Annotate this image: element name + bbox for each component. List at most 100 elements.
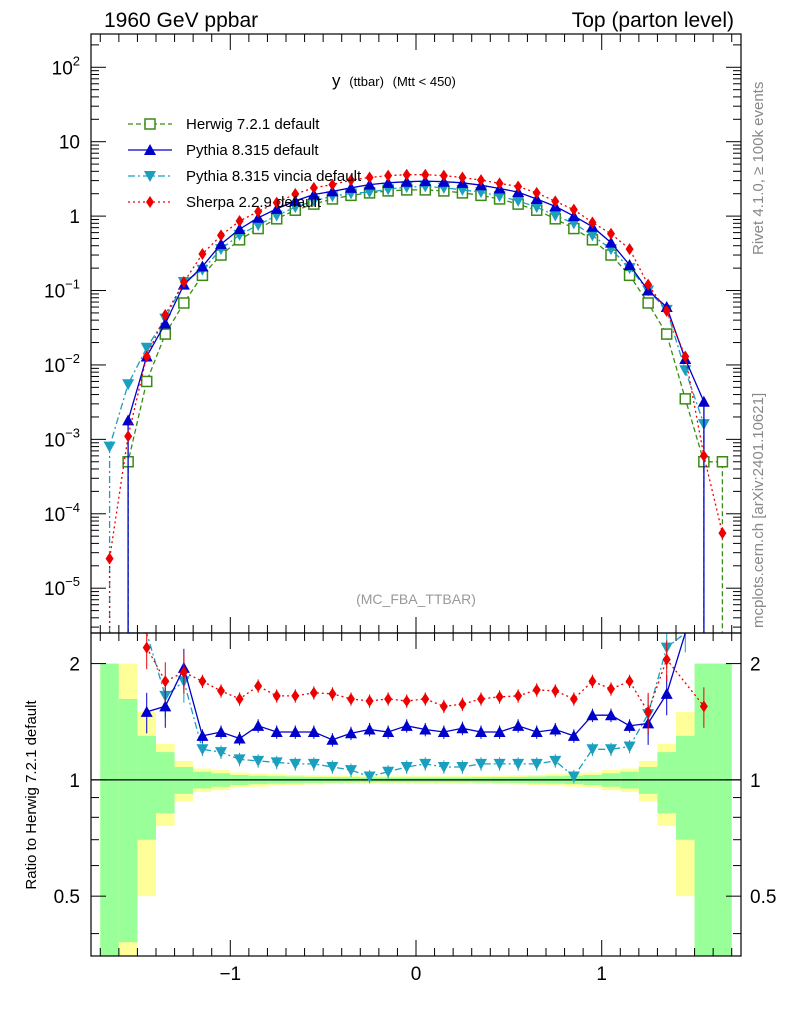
marker-pythia	[605, 236, 617, 248]
ratio-marker-sherpa	[644, 705, 653, 718]
y-tick-label: 10−5	[44, 574, 80, 600]
ratio-marker-sherpa	[179, 666, 188, 679]
ratio-marker-vincia	[530, 758, 543, 770]
marker-pythia	[159, 317, 172, 329]
plot-title-main: y	[332, 71, 341, 90]
line-vincia	[108, 185, 705, 633]
y-tick-exp: −5	[65, 574, 80, 589]
marker-sherpa	[384, 169, 393, 182]
y-tick-label: 10−4	[44, 500, 80, 526]
marker-herwig	[159, 328, 172, 340]
marker-vincia	[586, 230, 599, 242]
ratio-marker-sherpa	[142, 641, 151, 654]
ratio-marker-pythia	[289, 726, 302, 738]
ratio-marker-sherpa	[328, 687, 337, 700]
marker-pythia	[233, 223, 246, 235]
ratio-marker-pythia	[437, 726, 450, 738]
ratio-marker-pythia	[326, 733, 339, 745]
line-herwig	[127, 189, 724, 633]
y-tick-base: 10	[44, 430, 65, 451]
marker-herwig	[642, 297, 654, 309]
marker-sherpa	[514, 180, 523, 193]
ratio-frame	[90, 632, 742, 957]
marker-vincia	[549, 210, 562, 222]
ratio-marker-sherpa	[161, 675, 170, 688]
marker-vincia	[512, 195, 525, 207]
marker-vincia	[679, 365, 692, 377]
ratio-marker-vincia	[289, 758, 302, 770]
ratio-y-tick-label-right: 0.5	[750, 887, 776, 908]
line-pythia	[127, 180, 705, 633]
ratio-marker-vincia	[567, 771, 580, 783]
ratio-marker-vincia	[456, 761, 469, 773]
ratio-marker-sherpa	[272, 689, 281, 702]
ratio-marker-pythia	[419, 723, 432, 735]
ratio-series	[128, 632, 708, 784]
ratio-marker-vincia	[252, 755, 265, 767]
marker-vincia	[140, 342, 153, 354]
legend: Herwig 7.2.1 default Pythia 8.315 default…	[128, 116, 362, 211]
ratio-marker-pythia	[456, 722, 469, 734]
ratio-marker-vincia	[382, 766, 395, 778]
ratio-marker-vincia	[512, 758, 525, 770]
ratio-marker-sherpa	[495, 690, 504, 703]
y-tick-label: 1	[69, 207, 80, 228]
band-inner	[657, 752, 676, 814]
ratio-marker-pythia	[270, 726, 283, 738]
ratio-y-tick-label: 2	[69, 655, 80, 676]
ratio-marker-pythia	[215, 726, 227, 738]
y-tick-exp: 2	[73, 53, 80, 68]
ratio-marker-vincia	[215, 747, 227, 759]
legend-marker-sherpa	[146, 196, 154, 208]
marker-herwig	[716, 456, 729, 468]
header-right: Top (parton level)	[572, 9, 734, 32]
marker-vincia	[122, 379, 135, 391]
marker-sherpa	[291, 188, 300, 201]
marker-sherpa	[625, 243, 634, 256]
y-tick-base: 10	[44, 579, 65, 600]
ratio-marker-pythia	[159, 700, 172, 712]
ratio-marker-pythia	[623, 719, 636, 731]
marker-vincia	[103, 441, 116, 453]
marker-sherpa	[588, 216, 597, 229]
ratio-marker-sherpa	[699, 700, 708, 713]
rivet-label: Rivet 4.1.0, ≥ 100k events	[750, 82, 767, 255]
marker-sherpa	[142, 350, 151, 363]
marker-sherpa	[254, 205, 263, 218]
ratio-marker-vincia	[623, 741, 636, 753]
ratio-marker-pythia	[530, 726, 543, 738]
y-tick-label: 10−3	[44, 425, 80, 451]
ratio-series-vincia	[128, 632, 686, 784]
ratio-marker-pythia	[233, 732, 246, 744]
ratio-marker-pythia	[382, 726, 395, 738]
ratio-marker-sherpa	[198, 675, 207, 688]
ratio-marker-vincia	[270, 757, 283, 769]
y-tick-label: 10	[59, 133, 80, 154]
marker-sherpa	[607, 227, 615, 240]
marker-herwig	[679, 393, 692, 405]
ratio-marker-sherpa	[625, 675, 634, 688]
ratio-marker-vincia	[419, 758, 432, 770]
ratio-y-label: Ratio to Herwig 7.2.1 default	[23, 700, 40, 890]
ratio-marker-pythia	[567, 729, 580, 741]
ratio-marker-pythia	[307, 726, 320, 738]
ratio-y-tick-label-right: 2	[750, 655, 761, 676]
legend-label-pythia: Pythia 8.315 default	[186, 142, 319, 159]
marker-vincia	[530, 202, 543, 214]
ratio-marker-sherpa	[384, 692, 393, 705]
marker-sherpa	[272, 196, 281, 209]
marker-sherpa	[718, 527, 727, 540]
marker-sherpa	[439, 169, 448, 182]
marker-sherpa	[421, 168, 430, 181]
marker-pythia	[623, 259, 636, 271]
marker-sherpa	[347, 174, 355, 187]
ratio-marker-sherpa	[217, 684, 225, 697]
marker-herwig	[140, 375, 153, 388]
marker-sherpa	[105, 552, 114, 565]
ratio-marker-sherpa	[402, 695, 411, 708]
y-tick-exp: −4	[65, 500, 80, 515]
y-tick-exp: −3	[65, 425, 80, 440]
marker-sherpa	[179, 276, 188, 289]
ratio-series-sherpa	[142, 633, 708, 734]
